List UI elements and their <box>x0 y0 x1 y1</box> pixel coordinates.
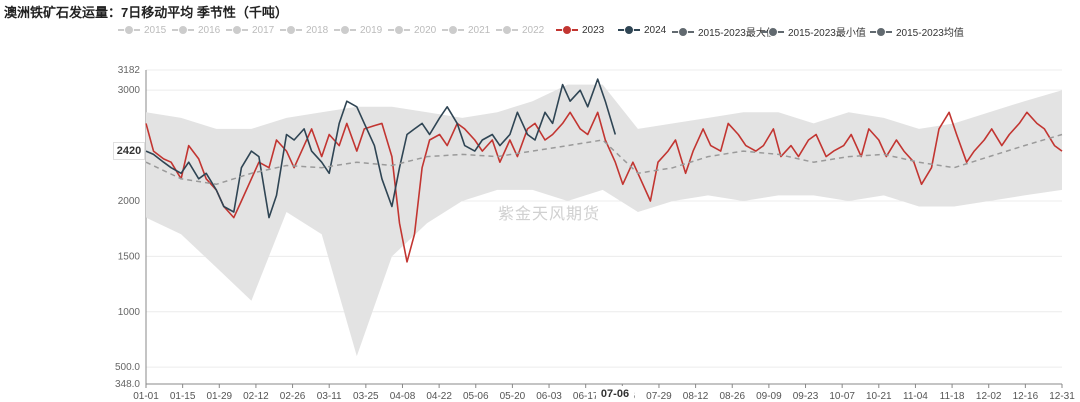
legend-symbol <box>442 24 464 36</box>
legend-label: 2017 <box>252 24 275 36</box>
y-tick-label: 2000 <box>118 196 141 207</box>
x-tick-label: 05-06 <box>463 391 489 402</box>
series-line-2024 <box>145 78 617 219</box>
legend-symbol <box>496 24 518 36</box>
legend-label: 2023 <box>582 24 605 36</box>
x-tick-label: 09-23 <box>793 391 819 402</box>
legend-label: 2024 <box>644 24 667 36</box>
series-line-2023 <box>145 111 1063 263</box>
y-tick-label: 3000 <box>118 85 141 96</box>
legend-label: 2015-2023最小值 <box>788 28 866 39</box>
legend-label: 2020 <box>414 24 437 36</box>
legend-item-2019[interactable]: 2019 <box>334 24 382 36</box>
x-tick-label: 08-12 <box>683 391 709 402</box>
x-tick-label: 06-03 <box>536 391 562 402</box>
y-axis-pointer-label: 2420 <box>113 142 145 160</box>
legend-symbol <box>870 26 892 38</box>
chart-title: 澳洲铁矿石发运量：7日移动平均 季节性（千吨） <box>4 5 288 20</box>
legend-item-2022[interactable]: 2022 <box>496 24 544 36</box>
legend-symbol <box>118 24 140 36</box>
x-tick-label: 07-29 <box>646 391 672 402</box>
legend: 2015 2016 2017 2018 2019 2020 2021 2022 2023 2024… <box>0 24 1080 40</box>
x-tick-label: 02-12 <box>243 391 269 402</box>
legend-item-2017[interactable]: 2017 <box>226 24 274 36</box>
legend-symbol <box>556 24 578 36</box>
legend-symbol <box>172 24 194 36</box>
legend-item-2015-2023最小值[interactable]: 2015-2023最小值 <box>762 24 866 39</box>
legend-symbol <box>226 24 248 36</box>
x-tick-label: 10-21 <box>866 391 892 402</box>
legend-symbol <box>618 24 640 36</box>
legend-symbol <box>762 26 784 38</box>
x-tick-label: 01-15 <box>170 391 196 402</box>
legend-label: 2018 <box>306 24 329 36</box>
legend-label: 2016 <box>198 24 221 36</box>
x-tick-label: 10-07 <box>829 391 855 402</box>
legend-item-2024[interactable]: 2024 <box>618 24 666 36</box>
x-tick-label: 08-26 <box>719 391 745 402</box>
x-tick-label: 05-20 <box>500 391 526 402</box>
legend-label: 2015 <box>144 24 167 36</box>
x-tick-label: 06-17 <box>573 391 599 402</box>
legend-label: 2021 <box>468 24 491 36</box>
legend-item-2016[interactable]: 2016 <box>172 24 220 36</box>
legend-label: 2019 <box>360 24 383 36</box>
y-tick-label: 3182 <box>118 65 141 76</box>
x-tick-label: 11-04 <box>903 391 928 402</box>
x-tick-label: 01-01 <box>133 391 159 402</box>
y-tick-label: 500.0 <box>115 362 140 373</box>
x-axis-pointer-label: 07-06 <box>596 386 634 402</box>
legend-symbol <box>334 24 356 36</box>
x-tick-label: 09-09 <box>756 391 782 402</box>
x-tick-label: 04-22 <box>426 391 452 402</box>
x-tick-label: 04-08 <box>390 391 416 402</box>
x-tick-label: 03-25 <box>353 391 379 402</box>
x-tick-label: 02-26 <box>280 391 306 402</box>
legend-label: 2015-2023均值 <box>896 28 964 39</box>
legend-item-2023[interactable]: 2023 <box>556 24 604 36</box>
x-tick-label: 12-02 <box>976 391 1002 402</box>
x-tick-label: 03-11 <box>317 391 342 402</box>
legend-symbol <box>280 24 302 36</box>
legend-item-2015-2023均值[interactable]: 2015-2023均值 <box>870 24 964 39</box>
legend-item-2015-2023最大值[interactable]: 2015-2023最大值 <box>672 24 776 39</box>
y-tick-label: 348.0 <box>115 379 140 390</box>
legend-label: 2022 <box>522 24 545 36</box>
x-tick-label: 12-16 <box>1013 391 1039 402</box>
legend-symbol <box>388 24 410 36</box>
max-min-band <box>146 84 1062 357</box>
x-tick-label: 11-18 <box>940 391 965 402</box>
legend-item-2015[interactable]: 2015 <box>118 24 166 36</box>
legend-item-2018[interactable]: 2018 <box>280 24 328 36</box>
legend-item-2020[interactable]: 2020 <box>388 24 436 36</box>
watermark: 紫金天风期货 <box>498 206 601 223</box>
x-tick-label: 12-31 <box>1049 391 1075 402</box>
legend-item-2021[interactable]: 2021 <box>442 24 490 36</box>
x-tick-label: 01-29 <box>206 391 232 402</box>
y-tick-label: 1500 <box>118 251 141 262</box>
legend-symbol <box>672 26 694 38</box>
legend-label: 2015-2023最大值 <box>698 28 776 39</box>
y-tick-label: 1000 <box>118 307 141 318</box>
